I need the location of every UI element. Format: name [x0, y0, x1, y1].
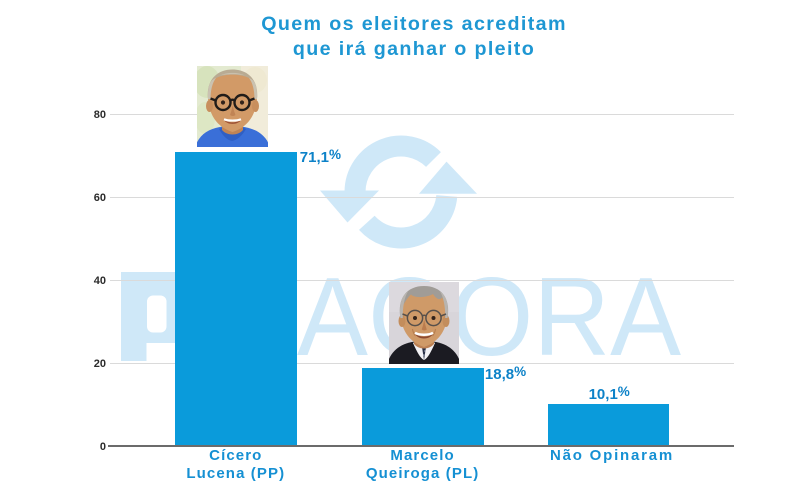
svg-text:AGORA: AGORA	[297, 255, 681, 379]
